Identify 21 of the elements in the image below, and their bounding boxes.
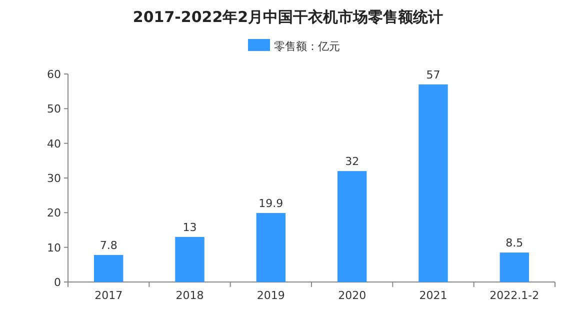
y-tick-label: 30 — [47, 172, 61, 185]
x-tick-label: 2017 — [94, 289, 123, 302]
y-tick-label: 10 — [47, 241, 61, 254]
y-tick-label: 40 — [47, 137, 61, 150]
x-tick-label: 2021 — [419, 289, 448, 302]
x-tick-label: 2018 — [176, 289, 204, 302]
y-tick-label: 0 — [54, 276, 61, 289]
x-tick-label: 2020 — [338, 289, 366, 302]
data-label: 32 — [345, 155, 360, 168]
legend-label: 零售额：亿元 — [274, 40, 340, 53]
x-tick-label: 2019 — [256, 289, 285, 302]
chart-title: 2017-2022年2月中国干衣机市场零售额统计 — [132, 8, 444, 26]
data-label: 7.8 — [100, 238, 118, 252]
data-label: 19.9 — [258, 197, 284, 210]
y-tick-label: 50 — [47, 102, 61, 116]
x-tick-label: 2022.1-2 — [490, 289, 540, 302]
data-label: 57 — [426, 68, 440, 82]
data-label: 13 — [182, 220, 197, 234]
y-tick-label: 20 — [47, 206, 61, 220]
data-label: 8.5 — [506, 236, 524, 250]
y-tick-label: 60 — [47, 68, 61, 81]
